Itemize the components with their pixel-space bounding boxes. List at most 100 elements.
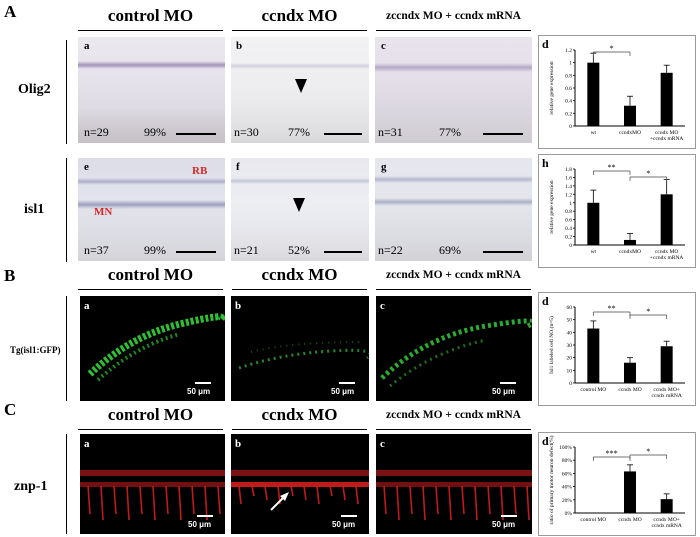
- y-tick-label: 0.4: [565, 226, 572, 232]
- motor-axon: [204, 485, 208, 521]
- y-tick-label: 0.2: [565, 111, 572, 117]
- scale-bar: [341, 515, 357, 517]
- motor-axon: [329, 485, 333, 497]
- mn-annotation: MN: [94, 206, 113, 218]
- panel-a-olig2-control: a n=29 99%: [78, 37, 225, 143]
- motor-axon: [474, 485, 478, 521]
- motor-axon: [191, 485, 195, 515]
- panel-c-c-znp1-rescue: c 50 μm: [376, 434, 532, 534]
- sample-count: n=22: [378, 243, 403, 257]
- bar: [660, 346, 673, 383]
- column-underline: [232, 289, 367, 290]
- significance-label: **: [608, 304, 616, 313]
- y-tick-label: 100%: [559, 445, 572, 451]
- column-underline: [376, 30, 531, 31]
- chart-b-d: d 0 10 20 30 40 50 60 Isl1 labeled cell NO.(n=5…: [538, 292, 696, 406]
- x-tick-label: ccndx MO+ccndx mRNA: [650, 130, 684, 142]
- y-axis-label: Isl1 labeled cell NO.(n=5): [548, 316, 555, 374]
- x-tick-label: ccndx MO+ccndx mRNA: [650, 249, 684, 261]
- bar: [624, 471, 636, 513]
- znp1-signal: [376, 470, 532, 521]
- y-tick-label: 60: [567, 305, 573, 311]
- scale-bar: [197, 515, 213, 517]
- panel-letter: c: [381, 40, 386, 52]
- scale-label: 50 μm: [492, 387, 516, 396]
- scale-bar: [176, 133, 216, 135]
- olig2-stain-band: [375, 63, 532, 72]
- panel-letter: g: [381, 161, 387, 173]
- x-tick-label: ccndxMO: [619, 130, 641, 136]
- rb-stain-band: [375, 176, 532, 183]
- x-tick-label: ccndxMO: [619, 249, 641, 255]
- column-underline: [78, 30, 223, 31]
- arrowhead-icon: [295, 79, 307, 93]
- y-tick-label: 0: [569, 124, 572, 130]
- chart-a-d: d 0 0.2 0.4 0.6 0.8 1 1.2 relative gene express…: [538, 35, 696, 149]
- column-underline: [232, 30, 367, 31]
- penetrance-percent: 52%: [288, 243, 310, 257]
- chart-panel-letter: d: [542, 37, 549, 51]
- panel-e-isl1-control: e RB MN n=37 99%: [78, 158, 225, 261]
- chart-c-d: d 0% 20% 40% 60% 80% 100% ratio of primary mot…: [538, 432, 696, 536]
- column-underline: [78, 429, 223, 430]
- bar-chart-svg: 0 10 20 30 40 50 60 Isl1 labeled cell NO.(n=5) c…: [548, 304, 685, 399]
- y-tick-label: 0.6: [565, 218, 572, 224]
- penetrance-percent: 69%: [439, 243, 461, 257]
- column-underline: [78, 289, 223, 290]
- x-tick-label: wt: [591, 130, 597, 136]
- motor-axon: [152, 485, 156, 521]
- section-a-letter: A: [4, 2, 17, 21]
- scale-bar: [501, 515, 517, 517]
- scale-bar: [176, 251, 216, 253]
- bar: [587, 328, 600, 383]
- sample-count: n=21: [234, 243, 259, 257]
- row-label-olig2: Olig2: [18, 82, 51, 97]
- panel-c-a-znp1-control: a 50 μm: [80, 434, 225, 534]
- y-tick-label: 20: [567, 356, 573, 362]
- bar: [660, 72, 673, 126]
- scale-label: 50 μm: [331, 387, 355, 396]
- motor-axon: [178, 485, 182, 521]
- significance-label: *: [646, 307, 650, 316]
- y-tick-label: 1.2: [565, 48, 572, 54]
- chart-panel-letter: d: [542, 434, 549, 448]
- column-header-control: control MO: [107, 6, 194, 25]
- scale-bar: [500, 382, 516, 384]
- y-tick-label: 1: [569, 61, 572, 67]
- motor-axon: [126, 485, 130, 521]
- motor-axon: [422, 485, 426, 521]
- motor-axon: [217, 485, 221, 515]
- penetrance-percent: 77%: [439, 125, 461, 139]
- motor-axon: [396, 485, 400, 521]
- panel-letter: e: [84, 161, 89, 173]
- bar: [660, 499, 673, 513]
- motor-axon: [487, 485, 491, 515]
- y-tick-label: 10: [567, 368, 573, 374]
- spinal-cord-band: [80, 470, 225, 476]
- column-header-rescue: zccndx MO + ccndx mRNA: [386, 269, 521, 281]
- y-axis-label: relative gene expression: [549, 180, 555, 233]
- mn-stain-band: [375, 198, 532, 206]
- yolk-region: [78, 109, 225, 143]
- panel-c-olig2-rescue: c n=31 77%: [375, 37, 532, 143]
- column-header-ccndx: ccndx MO: [261, 265, 338, 284]
- motor-axon: [264, 485, 268, 501]
- spinal-cord-band: [231, 470, 369, 476]
- panel-letter: b: [235, 300, 242, 312]
- motor-axon: [113, 485, 117, 515]
- scale-bar: [483, 133, 523, 135]
- column-header-control: control MO: [107, 405, 194, 424]
- motor-axon: [513, 485, 517, 515]
- bar-chart-svg: 0 0.2 0.4 0.6 0.8 1 1.2 relative gene expressio…: [549, 44, 685, 142]
- penetrance-percent: 77%: [288, 125, 310, 139]
- motor-axon: [139, 485, 143, 515]
- y-axis-label: ratio of primary motor neuron defect(%): [548, 435, 555, 524]
- motor-axon: [448, 485, 452, 521]
- motor-axon: [409, 485, 413, 515]
- column-header-rescue: zccndx MO + ccndx mRNA: [386, 409, 521, 421]
- scale-label: 50 μm: [188, 520, 212, 529]
- x-tick-label: ccndx MO+ccndx mRNA: [651, 387, 681, 399]
- panel-letter: a: [84, 438, 90, 450]
- panel-b-a-gfp-control: a 50 μm: [80, 296, 225, 401]
- row-label-znp-1: znp-1: [14, 479, 48, 494]
